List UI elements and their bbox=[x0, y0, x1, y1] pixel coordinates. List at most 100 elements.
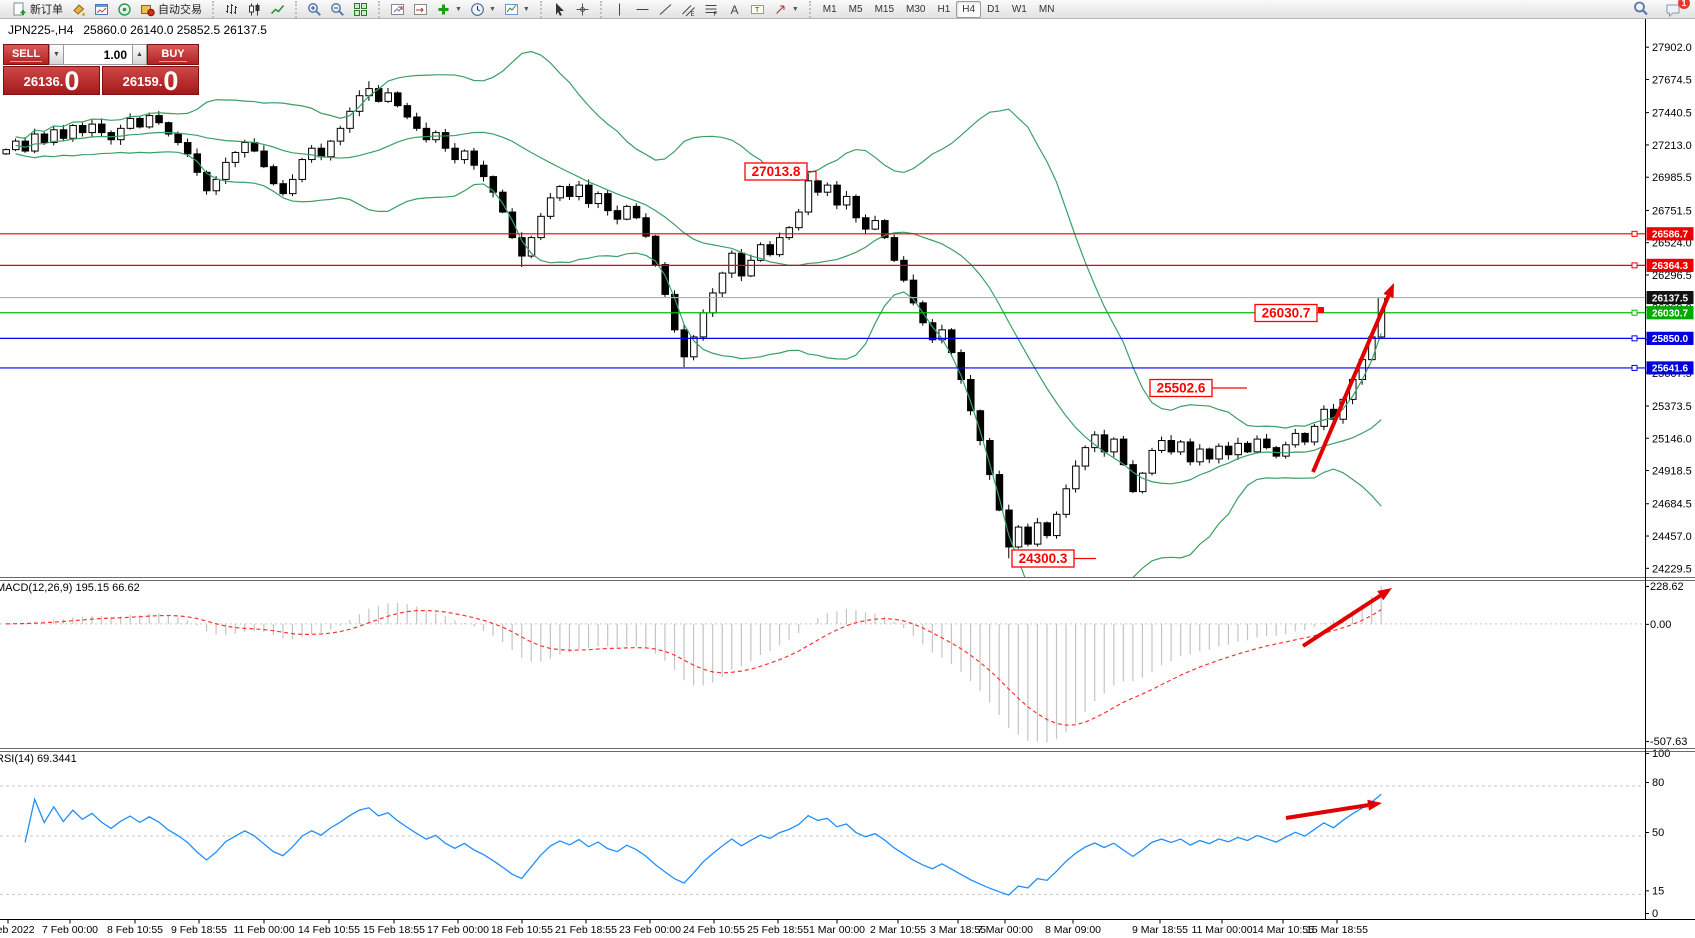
main-chart-layer: 27013.8 26030.7 25502.6 24300.3 bbox=[0, 50, 1645, 577]
volume-input[interactable] bbox=[64, 44, 132, 65]
fibonacci-button[interactable]: F bbox=[700, 0, 723, 19]
trade-group: 新订单 自动交易 bbox=[2, 1, 210, 18]
search-button[interactable] bbox=[1629, 0, 1653, 19]
rsi-line bbox=[24, 793, 1382, 896]
bar-chart-icon bbox=[224, 2, 239, 17]
bb-lower-band bbox=[15, 151, 1382, 577]
sell-price[interactable]: 26136. 0 bbox=[3, 66, 100, 95]
text-button[interactable]: A bbox=[723, 0, 746, 19]
svg-text:27013.8: 27013.8 bbox=[752, 164, 801, 179]
timeframe-m15-button[interactable]: M15 bbox=[874, 3, 895, 15]
annotation-24300.3[interactable]: 24300.3 bbox=[1011, 549, 1096, 568]
chart-ohlc: 25860.0 26140.0 25852.5 26137.5 bbox=[83, 23, 267, 37]
time-axis-label: 18 Feb 10:55 bbox=[491, 924, 553, 936]
trendline-button[interactable] bbox=[654, 0, 677, 19]
trade-panel-prices: 26136. 0 26159. 0 bbox=[3, 66, 199, 95]
vertical-line-button[interactable] bbox=[608, 0, 631, 19]
notifications-button[interactable]: 1 bbox=[1661, 0, 1690, 19]
svg-text:25146.0: 25146.0 bbox=[1652, 433, 1692, 445]
horizontal-line-button[interactable] bbox=[631, 0, 654, 19]
trend-arrow bbox=[1367, 799, 1382, 811]
zoom-out-button[interactable] bbox=[326, 0, 349, 19]
arrows-button[interactable]: ▼ bbox=[769, 0, 803, 19]
time-axis-label: 9 Feb 18:55 bbox=[171, 924, 227, 936]
timeframe-h4-button[interactable]: H4 bbox=[956, 0, 982, 18]
period-button[interactable]: ▼ bbox=[466, 0, 500, 19]
paint-bucket-icon bbox=[71, 2, 86, 17]
timeframe-group: M1 M5 M15 M30 H1 H4 D1 W1 MN bbox=[808, 0, 1065, 18]
svg-text:25641.6: 25641.6 bbox=[1652, 364, 1689, 375]
styles-button[interactable] bbox=[67, 0, 90, 19]
svg-text:26137.5: 26137.5 bbox=[1652, 293, 1689, 304]
autotrading-icon bbox=[140, 2, 155, 17]
add-indicator-icon bbox=[436, 2, 451, 17]
line-chart-icon bbox=[270, 2, 285, 17]
equidistant-channel-button[interactable]: E bbox=[677, 0, 700, 19]
timeframe-m30-button[interactable]: M30 bbox=[906, 3, 926, 15]
svg-text:26030.7: 26030.7 bbox=[1652, 309, 1689, 320]
chart-window-button[interactable] bbox=[90, 0, 113, 19]
auto-scroll-button[interactable] bbox=[409, 0, 432, 19]
macd-label: MACD(12,26,9) 195.15 66.62 bbox=[0, 582, 140, 594]
sell-button[interactable]: SELL bbox=[3, 44, 49, 65]
new-order-button[interactable]: 新订单 bbox=[8, 0, 67, 19]
dropdown-caret-icon: ▼ bbox=[455, 5, 462, 13]
search-icon bbox=[1633, 1, 1649, 17]
horizontal-line-icon bbox=[635, 2, 650, 17]
svg-text:F: F bbox=[713, 12, 717, 17]
timeframe-h1-button[interactable]: H1 bbox=[937, 3, 951, 15]
axes-layer: 26586.7 26364.3 26137.5 26030.7 25850.0 25641… bbox=[0, 19, 1695, 936]
buy-price[interactable]: 26159. 0 bbox=[102, 66, 199, 95]
equidistant-channel-icon: E bbox=[681, 2, 696, 17]
svg-text:24300.3: 24300.3 bbox=[1019, 551, 1068, 566]
crosshair-button[interactable] bbox=[571, 0, 594, 19]
timeframe-w1-button[interactable]: W1 bbox=[1011, 3, 1027, 15]
template-button[interactable]: ▼ bbox=[500, 0, 534, 19]
chart-window-icon bbox=[94, 2, 109, 17]
svg-text:24918.5: 24918.5 bbox=[1652, 466, 1692, 478]
bar-chart-button[interactable] bbox=[220, 0, 243, 19]
svg-text:24457.0: 24457.0 bbox=[1652, 531, 1692, 543]
annotation-27013.8[interactable]: 27013.8 bbox=[744, 162, 817, 181]
buy-button[interactable]: BUY bbox=[147, 44, 199, 65]
arrows-icon bbox=[773, 2, 788, 17]
time-axis-label: 9 Mar 18:55 bbox=[1132, 924, 1188, 936]
svg-text:27440.5: 27440.5 bbox=[1652, 108, 1692, 120]
svg-text:0: 0 bbox=[1652, 908, 1658, 920]
candlestick-button[interactable] bbox=[243, 0, 266, 19]
timeframe-m1-button[interactable]: M1 bbox=[822, 3, 837, 15]
template-icon bbox=[504, 2, 519, 17]
new-order-label: 新订单 bbox=[30, 4, 63, 16]
time-axis-label: 2 Mar 10:55 bbox=[870, 924, 926, 936]
timeframe-d1-button[interactable]: D1 bbox=[987, 3, 1000, 15]
svg-text:26586.7: 26586.7 bbox=[1652, 230, 1689, 241]
candlestick-icon bbox=[247, 2, 262, 17]
annotation-26030.7[interactable]: 26030.7 bbox=[1254, 303, 1324, 323]
volume-increase-button[interactable]: ▲ bbox=[132, 44, 147, 65]
add-indicator-button[interactable]: ▼ bbox=[432, 0, 466, 19]
profile-group: ▼ ▼ ▼ bbox=[378, 0, 538, 19]
signals-button[interactable] bbox=[113, 0, 136, 19]
text-label-button[interactable]: T bbox=[746, 0, 769, 19]
autotrading-button[interactable]: 自动交易 bbox=[136, 0, 206, 19]
cursor-button[interactable] bbox=[548, 0, 571, 19]
time-axis-label: 15 Mar 18:55 bbox=[1306, 924, 1368, 936]
auto-scroll-icon bbox=[413, 2, 428, 17]
volume-decrease-button[interactable]: ▼ bbox=[49, 44, 64, 65]
timeframe-m5-button[interactable]: M5 bbox=[848, 3, 863, 15]
line-chart-button[interactable] bbox=[266, 0, 289, 19]
time-axis-label: 8 Mar 09:00 bbox=[1045, 924, 1101, 936]
svg-text:24229.5: 24229.5 bbox=[1652, 563, 1692, 575]
bb-middle-band bbox=[15, 131, 1382, 485]
timeframe-mn-button[interactable]: MN bbox=[1038, 3, 1055, 15]
time-axis-label: 11 Feb 00:00 bbox=[233, 924, 294, 936]
zoom-in-button[interactable] bbox=[303, 0, 326, 19]
tile-windows-button[interactable] bbox=[349, 0, 372, 19]
shift-chart-button[interactable] bbox=[386, 0, 409, 19]
annotation-25502.6[interactable]: 25502.6 bbox=[1149, 378, 1247, 398]
signal-icon bbox=[117, 2, 132, 17]
time-axis-label: 7 Feb 00:00 bbox=[42, 924, 98, 936]
time-axis-label: 1 Mar 00:00 bbox=[809, 924, 865, 936]
up-arrow-icon: ▲ bbox=[136, 51, 143, 58]
